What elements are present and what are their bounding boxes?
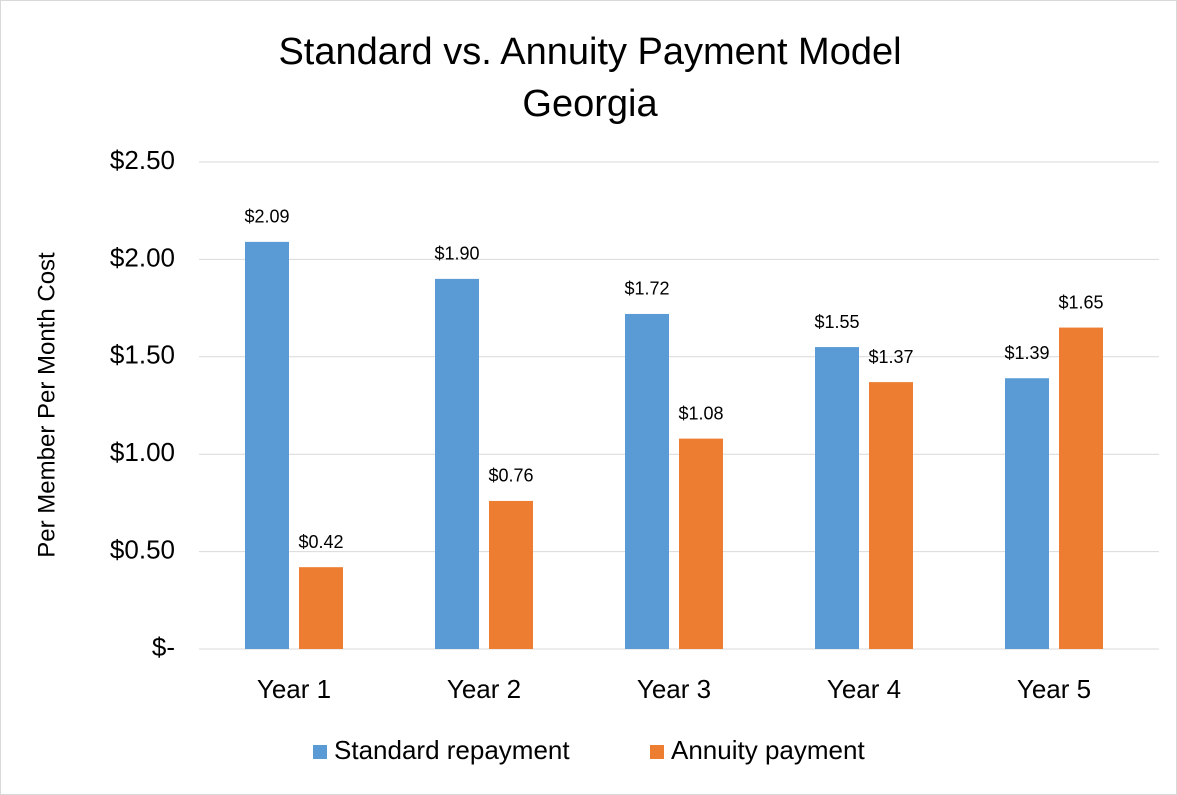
data-label: $1.39: [1004, 343, 1049, 363]
data-label: $1.08: [678, 403, 723, 423]
y-axis-label: Per Member Per Month Cost: [33, 252, 60, 558]
bar: [869, 382, 913, 649]
chart-subtitle: Georgia: [522, 83, 658, 125]
legend-swatch: [313, 745, 327, 759]
bar: [679, 438, 723, 649]
data-label: $1.90: [434, 244, 479, 264]
chart-title: Standard vs. Annuity Payment Model: [278, 31, 901, 73]
bar: [245, 241, 289, 650]
data-label: $1.37: [868, 347, 913, 367]
y-tick-label: $2.50: [110, 145, 175, 175]
data-label: $0.76: [488, 466, 533, 486]
legend-label: Standard repayment: [334, 735, 570, 765]
data-label: $1.72: [624, 279, 669, 299]
y-tick-label: $1.50: [110, 340, 175, 370]
x-tick-label: Year 5: [1017, 674, 1091, 704]
data-label: $1.55: [814, 312, 859, 332]
data-label: $0.42: [298, 532, 343, 552]
data-label: $2.09: [244, 207, 289, 227]
bar: [489, 500, 533, 649]
bar: [815, 347, 859, 649]
x-tick-label: Year 3: [637, 674, 711, 704]
legend-label: Annuity payment: [671, 735, 865, 765]
x-tick-label: Year 2: [447, 674, 521, 704]
data-label: $1.65: [1058, 292, 1103, 312]
x-tick-label: Year 1: [257, 674, 331, 704]
x-tick-label: Year 4: [827, 674, 901, 704]
bar: [299, 567, 343, 649]
y-tick-label: $0.50: [110, 534, 175, 564]
bar: [1059, 327, 1103, 649]
bar: [625, 313, 669, 649]
y-tick-label: $1.00: [110, 437, 175, 467]
bar: [1005, 378, 1049, 649]
bar: [435, 278, 479, 649]
y-tick-label: $2.00: [110, 242, 175, 272]
y-tick-label: $-: [152, 632, 175, 662]
legend-swatch: [650, 745, 664, 759]
